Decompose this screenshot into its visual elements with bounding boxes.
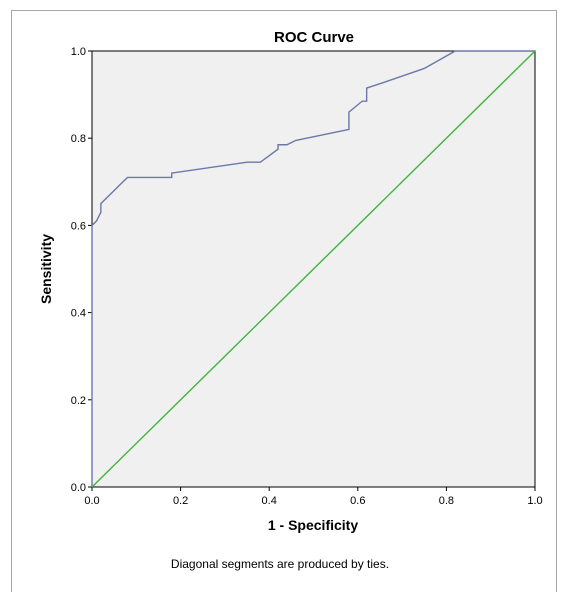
series-group — [91, 50, 536, 488]
y-tick-label: 0.8 — [71, 133, 86, 145]
y-tick-label: 0.6 — [71, 220, 86, 232]
x-tick-label: 1.0 — [527, 495, 542, 507]
reference-diagonal-line — [91, 50, 536, 488]
axis-ticks: 0.0 0.2 0.4 0.6 0.8 1.0 0.0 0.2 0.4 0.6 0.8 1.0 — [71, 46, 543, 507]
x-tick-label: 0.8 — [439, 495, 454, 507]
x-tick-label: 0.0 — [84, 495, 99, 507]
roc-curve-line — [91, 50, 535, 487]
chart-title: ROC Curve — [274, 29, 354, 46]
x-axis-title: 1 - Specificity — [268, 517, 358, 533]
x-tick-label: 0.6 — [350, 495, 365, 507]
y-axis-title: Sensitivity — [38, 234, 54, 304]
y-tick-label: 0.2 — [71, 395, 86, 407]
x-tick-label: 0.4 — [262, 495, 277, 507]
x-tick-label: 0.2 — [173, 495, 188, 507]
y-tick-label: 0.4 — [71, 308, 86, 320]
y-tick-label: 0.0 — [71, 482, 86, 494]
chart-footnote: Diagonal segments are produced by ties. — [171, 557, 389, 571]
y-tick-label: 1.0 — [71, 46, 86, 58]
